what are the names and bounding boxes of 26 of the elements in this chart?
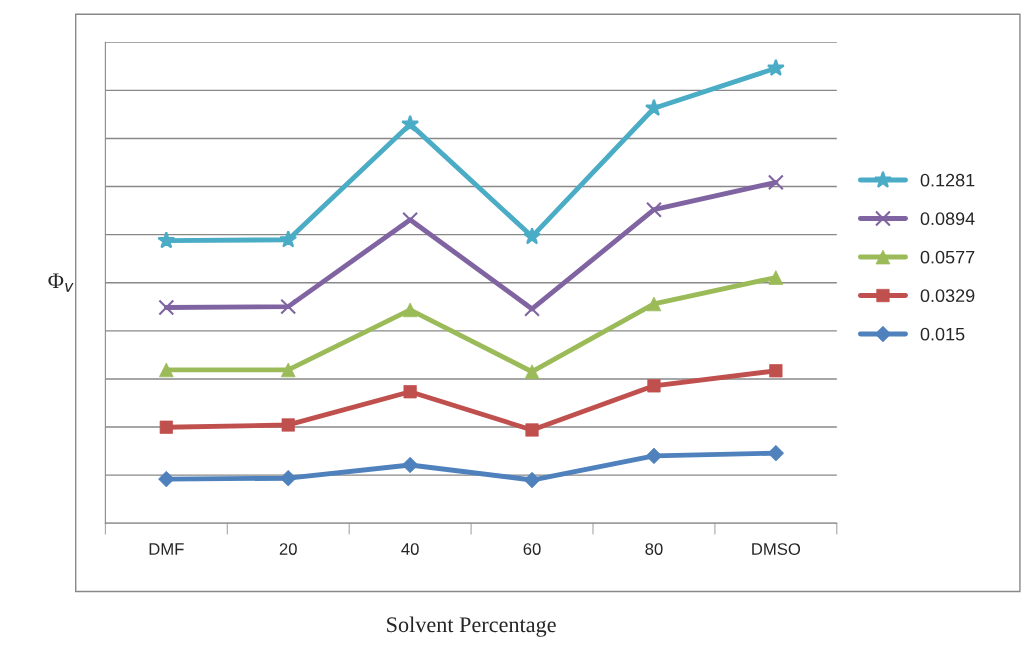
x-axis-title: Solvent Percentage	[387, 616, 556, 637]
x-tick-label: 60	[523, 543, 541, 555]
point	[403, 385, 417, 399]
x-tick-label: 80	[645, 543, 663, 555]
legend-label: 0.0329	[920, 289, 975, 303]
point	[158, 299, 175, 316]
point	[767, 174, 784, 191]
point	[524, 300, 541, 317]
point	[645, 201, 662, 218]
legend-label: 0.0577	[920, 250, 975, 264]
legend-label: 0.1281	[920, 173, 975, 187]
point	[280, 362, 296, 378]
point	[402, 211, 419, 228]
point	[523, 227, 542, 245]
point	[157, 231, 176, 249]
point	[401, 114, 420, 132]
x-tick-label: DMSO	[752, 543, 801, 555]
x-tick-label: DMF	[149, 543, 184, 555]
point	[279, 230, 298, 248]
x-tick-label: 20	[279, 543, 297, 555]
legend-label: 0.015	[920, 327, 965, 341]
legend-label: 0.0894	[920, 212, 975, 226]
x-tick-label: 40	[401, 543, 419, 555]
point	[280, 298, 297, 315]
y-axis-title: Φ$_{v}$	[48, 273, 74, 292]
point	[766, 58, 785, 76]
